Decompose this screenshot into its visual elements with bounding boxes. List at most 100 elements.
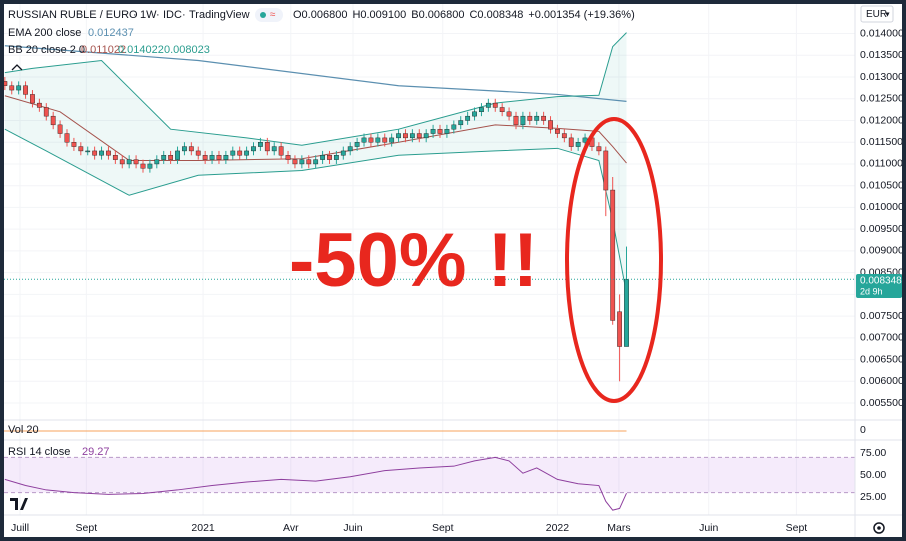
candle-body <box>485 102 491 108</box>
ema-line <box>4 45 627 102</box>
status-pill[interactable] <box>255 8 283 22</box>
x-tick-label: Avr <box>283 522 299 534</box>
candle-body <box>57 124 63 134</box>
candle-body <box>624 279 629 347</box>
candle-body <box>541 115 547 121</box>
volume-legend: Vol 20 <box>8 424 39 436</box>
rsi-value: 29.27 <box>82 446 110 458</box>
candle-body <box>499 107 505 113</box>
annotation: -50% !! <box>289 218 538 303</box>
ema-value: 0.012437 <box>88 27 134 39</box>
rsi-band <box>4 457 855 493</box>
candle-body <box>458 120 464 126</box>
highlight-ellipse <box>565 117 663 403</box>
candle-body <box>126 159 132 165</box>
candle-body <box>85 150 91 153</box>
candle-body <box>437 128 443 134</box>
candle-body <box>403 133 408 139</box>
candle-body <box>313 159 319 165</box>
candle-body <box>527 115 533 121</box>
x-tick-label: 2022 <box>546 522 570 534</box>
candle-body <box>99 150 104 156</box>
candle-body <box>320 155 325 160</box>
candle-body <box>16 85 22 91</box>
candle-body <box>106 150 111 156</box>
candle-body <box>292 159 298 165</box>
last-price-tag <box>856 274 902 298</box>
ohlc-legend: O0.006800 H0.009100 B0.006800 C0.008348 +0.0… <box>293 9 635 21</box>
y-tick-label: 0.012000 <box>860 114 904 126</box>
candle-body <box>133 159 139 165</box>
rsi-line <box>4 456 627 511</box>
x-tick-label: Juin <box>699 522 718 534</box>
candle-body <box>568 137 574 147</box>
candle-body <box>216 155 222 160</box>
candle-body <box>444 128 450 134</box>
candle-body <box>354 142 360 147</box>
tv-logo[interactable] <box>10 498 28 510</box>
candle-body <box>610 189 616 321</box>
countdown: 2d 9h <box>860 286 883 296</box>
candle-body <box>492 102 498 108</box>
candle-body <box>327 155 332 160</box>
candle-body <box>340 150 346 156</box>
separator: · <box>133 9 137 21</box>
candle-body <box>382 137 388 143</box>
last-price: 0.008348 <box>860 276 902 287</box>
candle-body <box>368 137 374 143</box>
y-tick-label: 0.010500 <box>860 179 904 191</box>
candle-body <box>237 150 243 156</box>
candle-body <box>361 137 367 143</box>
candle-body <box>50 115 56 126</box>
candle-body <box>168 155 174 160</box>
settings-icon-center <box>877 526 881 530</box>
candle-body <box>251 146 256 152</box>
candle-body <box>182 146 187 152</box>
ohlc-value: H0.009100 <box>352 9 406 21</box>
candle-body <box>264 142 270 152</box>
candle-body <box>209 155 215 160</box>
candle-body <box>285 155 291 160</box>
ema-legend: EMA 200 close <box>8 27 81 39</box>
x-tick-label: Juin <box>343 522 362 534</box>
candle-body <box>278 146 284 156</box>
dropdown-arrow: ▼ <box>884 11 891 18</box>
candle-body <box>555 128 560 134</box>
y-tick-label: 0.014000 <box>860 27 904 39</box>
currency[interactable]: EUR <box>866 9 887 20</box>
platform: TradingView <box>189 9 250 21</box>
candle-body <box>112 155 118 160</box>
candle-body <box>299 159 305 165</box>
candle-body <box>472 111 477 117</box>
rsi-tick-label: 25.00 <box>860 491 886 503</box>
candle-body <box>119 159 125 165</box>
bb-lower-value: 0.008023 <box>164 44 210 56</box>
x-tick-label: Sept <box>76 522 98 534</box>
market-status <box>260 12 266 18</box>
x-tick-label: Juill <box>11 522 29 534</box>
currency-button[interactable] <box>860 5 894 23</box>
candle-body <box>78 146 84 152</box>
candle-body <box>140 163 146 169</box>
bb-upper-line <box>4 32 627 146</box>
candle-body <box>617 311 622 347</box>
candle-body <box>451 124 457 130</box>
candle-body <box>244 150 249 156</box>
candle-body <box>23 85 28 95</box>
separator: · <box>156 9 160 21</box>
bb-upper-value: 0.014022 <box>118 44 164 56</box>
candle-body <box>306 159 312 165</box>
plot-area: 0.005500 0.006000 0.006500 0.007000 0.007500… <box>2 4 904 534</box>
collapse-legend[interactable] <box>11 64 23 71</box>
bb-basis-value: 0.011022 <box>81 44 126 56</box>
delay-icon: ≈ <box>270 10 276 21</box>
candle-body <box>9 85 15 91</box>
y-tick-label: 0.013500 <box>860 49 904 61</box>
candle-body <box>520 115 526 126</box>
x-tick-label: Mars <box>607 522 630 534</box>
settings-icon[interactable] <box>873 522 885 534</box>
y-tick-label: 0.009000 <box>860 245 904 257</box>
candle-body <box>596 146 602 152</box>
